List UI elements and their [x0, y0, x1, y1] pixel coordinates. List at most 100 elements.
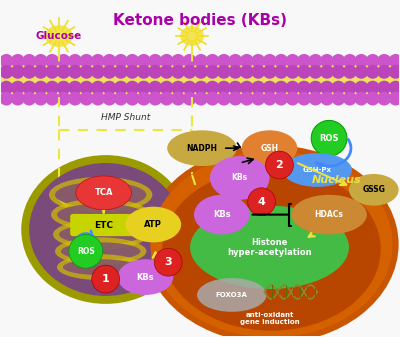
Circle shape	[332, 92, 345, 105]
Circle shape	[343, 92, 357, 105]
Circle shape	[297, 81, 311, 95]
Circle shape	[332, 65, 345, 79]
Circle shape	[320, 81, 334, 95]
Circle shape	[91, 54, 105, 68]
Circle shape	[217, 81, 231, 95]
Circle shape	[80, 65, 94, 79]
Circle shape	[182, 65, 196, 79]
Ellipse shape	[144, 145, 399, 337]
Circle shape	[114, 54, 128, 68]
Circle shape	[11, 54, 25, 68]
Circle shape	[354, 54, 368, 68]
Circle shape	[57, 65, 70, 79]
Ellipse shape	[61, 242, 140, 260]
Circle shape	[311, 120, 347, 156]
Circle shape	[251, 54, 265, 68]
Circle shape	[274, 54, 288, 68]
Circle shape	[206, 81, 219, 95]
Circle shape	[194, 81, 208, 95]
Circle shape	[266, 151, 293, 179]
Circle shape	[320, 54, 334, 68]
Circle shape	[0, 54, 13, 68]
Ellipse shape	[242, 130, 297, 166]
Circle shape	[297, 92, 311, 105]
Circle shape	[114, 65, 128, 79]
Circle shape	[148, 54, 162, 68]
Circle shape	[148, 92, 162, 105]
Circle shape	[217, 65, 231, 79]
Text: FOXO3A: FOXO3A	[216, 292, 248, 298]
Circle shape	[251, 92, 265, 105]
Circle shape	[182, 54, 196, 68]
Text: ATP: ATP	[144, 220, 162, 229]
Ellipse shape	[49, 177, 152, 213]
Circle shape	[389, 54, 400, 68]
Ellipse shape	[51, 199, 150, 231]
Circle shape	[57, 92, 70, 105]
Text: anti-oxidant
gene induction: anti-oxidant gene induction	[240, 312, 299, 325]
Circle shape	[22, 81, 36, 95]
Circle shape	[11, 92, 25, 105]
Circle shape	[125, 65, 139, 79]
Circle shape	[34, 81, 48, 95]
Circle shape	[389, 81, 400, 95]
Ellipse shape	[57, 204, 144, 225]
Circle shape	[137, 54, 151, 68]
Circle shape	[171, 54, 185, 68]
Circle shape	[125, 54, 139, 68]
Ellipse shape	[63, 259, 138, 275]
Circle shape	[343, 81, 357, 95]
Circle shape	[263, 54, 277, 68]
Circle shape	[69, 235, 103, 268]
Circle shape	[320, 92, 334, 105]
Circle shape	[240, 54, 254, 68]
Circle shape	[80, 92, 94, 105]
Circle shape	[228, 65, 242, 79]
Circle shape	[171, 81, 185, 95]
Ellipse shape	[57, 254, 144, 280]
Circle shape	[377, 54, 391, 68]
Circle shape	[286, 81, 300, 95]
Text: ETC: ETC	[94, 220, 113, 229]
Ellipse shape	[29, 163, 182, 296]
Circle shape	[308, 81, 322, 95]
Circle shape	[228, 54, 242, 68]
Ellipse shape	[126, 207, 181, 242]
Circle shape	[343, 54, 357, 68]
Circle shape	[68, 65, 82, 79]
Text: Ketone bodies (KBs): Ketone bodies (KBs)	[113, 13, 287, 28]
Ellipse shape	[21, 155, 190, 304]
Circle shape	[0, 65, 13, 79]
Circle shape	[366, 54, 380, 68]
Circle shape	[34, 92, 48, 105]
Circle shape	[0, 81, 13, 95]
Ellipse shape	[59, 224, 142, 244]
Circle shape	[68, 54, 82, 68]
Circle shape	[91, 92, 105, 105]
Text: GSSG: GSSG	[362, 185, 385, 194]
Circle shape	[102, 65, 116, 79]
Circle shape	[160, 92, 174, 105]
Circle shape	[92, 265, 120, 293]
Text: ROS: ROS	[319, 134, 339, 143]
Circle shape	[45, 81, 59, 95]
Circle shape	[389, 65, 400, 79]
Text: Nucleus: Nucleus	[312, 175, 362, 185]
Circle shape	[57, 81, 70, 95]
Circle shape	[114, 92, 128, 105]
Circle shape	[22, 54, 36, 68]
Ellipse shape	[118, 259, 173, 295]
Circle shape	[274, 65, 288, 79]
Circle shape	[308, 65, 322, 79]
Circle shape	[377, 65, 391, 79]
Circle shape	[332, 81, 345, 95]
Text: Glucose: Glucose	[36, 31, 82, 41]
Circle shape	[102, 92, 116, 105]
Text: HMP Shunt: HMP Shunt	[101, 113, 150, 122]
Circle shape	[194, 92, 208, 105]
Circle shape	[354, 65, 368, 79]
FancyBboxPatch shape	[71, 215, 136, 236]
Ellipse shape	[291, 195, 367, 235]
Circle shape	[148, 65, 162, 79]
Circle shape	[91, 81, 105, 95]
